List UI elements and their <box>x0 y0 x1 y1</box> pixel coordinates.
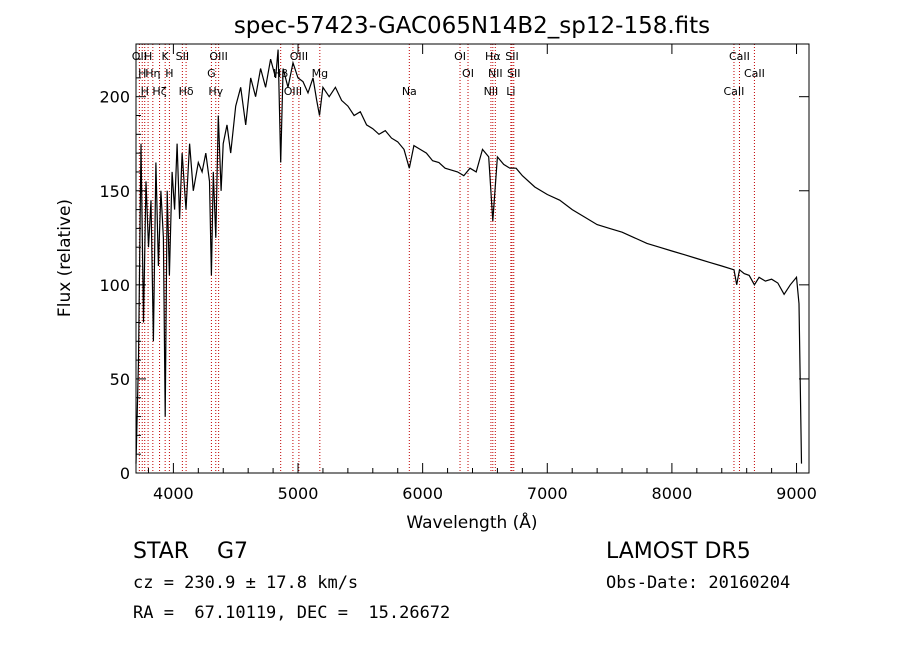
marker-label: SII <box>505 50 518 63</box>
x-tick-label: 6000 <box>402 484 443 503</box>
marker-label: OIII <box>284 85 302 98</box>
marker-label: Hδ <box>179 85 194 98</box>
x-tick-label: 5000 <box>278 484 319 503</box>
marker-label: H <box>144 50 152 63</box>
marker-label: Hζ <box>152 85 166 98</box>
marker-label: H <box>138 67 146 80</box>
marker-label: CaII <box>729 50 750 63</box>
chart-title: spec-57423-GAC065N14B2_sp12-158.fits <box>234 13 710 39</box>
marker-label: NII <box>488 67 503 80</box>
marker-label: Hη <box>145 67 160 80</box>
marker-label: SII <box>507 67 520 80</box>
marker-label: OI <box>462 67 474 80</box>
marker-label: SII <box>176 50 189 63</box>
marker-label: Hα <box>485 50 501 63</box>
marker-label: H <box>141 85 149 98</box>
y-tick-label: 200 <box>99 88 130 107</box>
marker-label: OIII <box>209 50 227 63</box>
marker-label: Na <box>402 85 417 98</box>
marker-label: CaII <box>724 85 745 98</box>
marker-label: Hγ <box>208 85 223 98</box>
axes: 4000 5000 6000 7000 8000 9000 0 50 100 150 200 <box>99 44 817 503</box>
x-tick-label: 8000 <box>652 484 693 503</box>
x-tick-label: 7000 <box>527 484 568 503</box>
y-tick-label: 0 <box>120 464 130 483</box>
marker-label: OI <box>454 50 466 63</box>
y-tick-label: 50 <box>110 370 130 389</box>
marker-label: CaII <box>744 67 765 80</box>
marker-label: Li <box>506 85 515 98</box>
spectral-line-labels: OIIHHHHηHζKHHδSIIGHγOIIIHβOIIIOIIIMgNaOI… <box>132 50 765 98</box>
y-axis-label: Flux (relative) <box>55 199 75 317</box>
spectral-line-markers <box>138 44 755 473</box>
coordinates: RA = 67.10119, DEC = 15.26672 <box>133 603 451 623</box>
x-tick-label: 4000 <box>153 484 194 503</box>
redshift-velocity: cz = 230.9 ± 17.8 km/s <box>133 573 359 593</box>
survey-name: LAMOST DR5 <box>606 539 751 564</box>
marker-label: NII <box>484 85 499 98</box>
y-tick-label: 100 <box>99 276 130 295</box>
spectrum-line <box>135 49 803 464</box>
marker-label: H <box>165 67 173 80</box>
marker-label: G <box>207 67 216 80</box>
marker-label: OIII <box>290 50 308 63</box>
plot-frame <box>135 43 810 474</box>
x-axis-label: Wavelength (Å) <box>406 511 537 533</box>
marker-label: K <box>162 50 170 63</box>
object-class-label: STAR G7 <box>133 539 249 564</box>
marker-label: Mg <box>312 67 328 80</box>
y-tick-label: 150 <box>99 182 130 201</box>
x-tick-label: 9000 <box>776 484 817 503</box>
observation-date: Obs-Date: 20160204 <box>606 573 791 593</box>
